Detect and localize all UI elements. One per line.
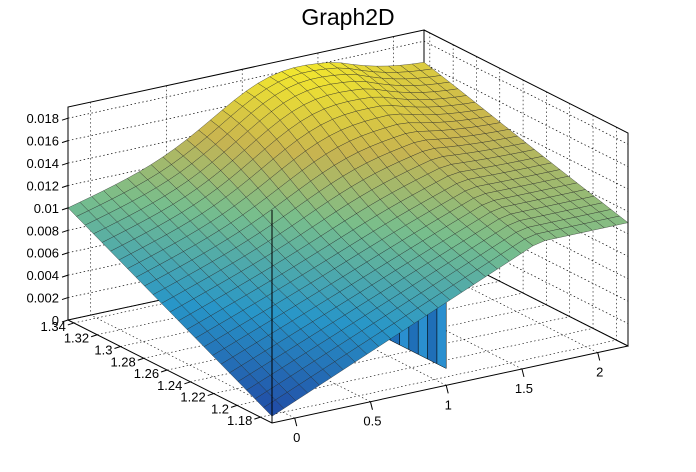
y-tick-label: 1.3 bbox=[94, 342, 112, 357]
x-tick bbox=[597, 352, 601, 361]
z-tick-label: 0.018 bbox=[26, 111, 59, 126]
z-tick-label: 0.006 bbox=[26, 246, 59, 261]
x-tick-label: 1.5 bbox=[515, 381, 533, 396]
y-tick bbox=[114, 346, 121, 349]
x-tick-label: 2 bbox=[596, 365, 603, 380]
y-tick bbox=[207, 393, 214, 397]
y-tick-label: 1.22 bbox=[180, 390, 205, 405]
z-gridline bbox=[67, 40, 629, 145]
back-wall-right bbox=[423, 29, 629, 347]
z-tick bbox=[61, 117, 69, 121]
z-tick bbox=[61, 319, 69, 323]
y-tick-label: 1.26 bbox=[134, 366, 159, 381]
chart-title: Graph2D bbox=[301, 4, 395, 30]
z-tick bbox=[61, 184, 69, 188]
x-tick bbox=[369, 401, 373, 410]
z-tick-label: 0.002 bbox=[26, 291, 59, 306]
z-tick-label: 0.016 bbox=[26, 134, 59, 149]
z-tick-label: 0.004 bbox=[26, 268, 59, 283]
y-tick bbox=[184, 381, 191, 385]
z-tick bbox=[61, 140, 69, 144]
surface-cell bbox=[263, 399, 285, 417]
z-tick bbox=[61, 297, 69, 301]
z-tick bbox=[61, 274, 69, 278]
y-tick bbox=[160, 369, 168, 373]
x-gridline bbox=[90, 102, 295, 419]
y-tick-label: 1.28 bbox=[110, 354, 135, 369]
z-tick-label: 0.014 bbox=[26, 156, 59, 171]
x-tick-label: 0 bbox=[293, 430, 300, 445]
x-tick-label: 1 bbox=[445, 397, 452, 412]
z-tick-label: 0 bbox=[52, 313, 59, 328]
x-tick bbox=[445, 385, 449, 394]
z-tick-label: 0.012 bbox=[26, 178, 59, 193]
y-tick bbox=[67, 322, 74, 326]
z-tick-label: 0.008 bbox=[26, 223, 59, 238]
x-tick bbox=[521, 368, 525, 378]
y-tick bbox=[254, 416, 261, 420]
y-tick-label: 1.34 bbox=[41, 319, 66, 334]
y-gridline bbox=[236, 115, 594, 406]
y-tick bbox=[137, 357, 144, 361]
y-gridline bbox=[260, 127, 617, 418]
y-tick-label: 1.24 bbox=[157, 378, 182, 393]
y-tick bbox=[90, 334, 98, 338]
y-tick bbox=[230, 404, 238, 408]
y-tick-label: 1.2 bbox=[211, 401, 229, 416]
z-tick bbox=[61, 162, 69, 166]
x-tick bbox=[294, 417, 298, 427]
x-tick-label: 0.5 bbox=[363, 414, 381, 429]
z-tick-label: 0.01 bbox=[34, 201, 59, 216]
z-tick bbox=[61, 207, 69, 211]
y-tick-label: 1.18 bbox=[227, 413, 252, 428]
y-tick-label: 1.32 bbox=[64, 331, 89, 346]
z-tick bbox=[61, 252, 69, 256]
z-tick bbox=[61, 229, 69, 233]
